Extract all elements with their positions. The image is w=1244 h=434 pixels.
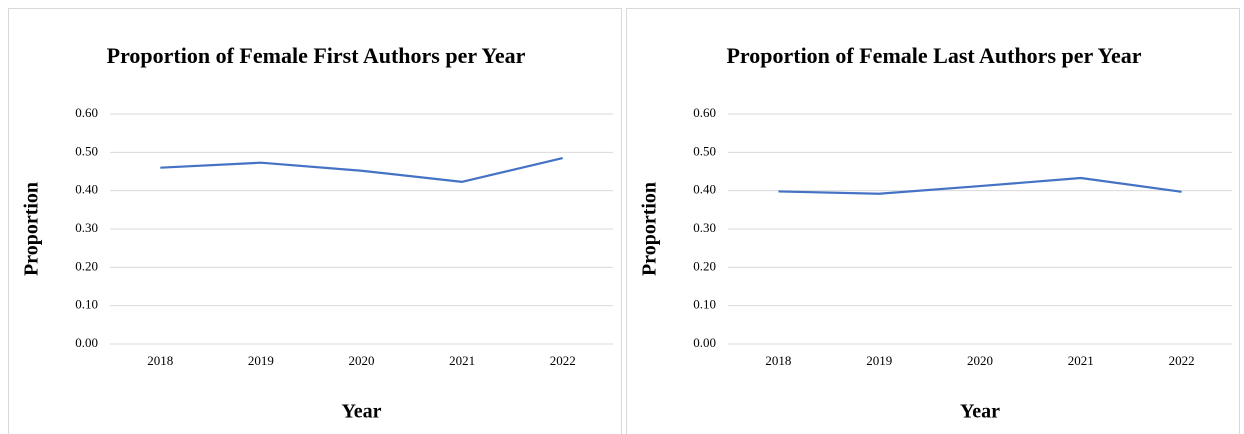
y-tick-label: 0.00 bbox=[75, 335, 98, 350]
x-tick-label: 2020 bbox=[967, 353, 993, 368]
x-tick-label: 2019 bbox=[248, 353, 274, 368]
y-tick-label: 0.20 bbox=[75, 258, 98, 273]
y-tick-label: 0.40 bbox=[693, 182, 716, 197]
y-tick-label: 0.20 bbox=[693, 258, 716, 273]
chart-title: Proportion of Female First Authors per Y… bbox=[107, 43, 526, 68]
line bbox=[160, 157, 563, 183]
y-tick-label: 0.50 bbox=[75, 143, 98, 158]
y-axis-label: Proportion bbox=[639, 182, 661, 276]
chart-title: Proportion of Female Last Authors per Ye… bbox=[726, 43, 1141, 68]
y-axis-label: Proportion bbox=[21, 182, 43, 276]
y-tick-label: 0.30 bbox=[693, 220, 716, 235]
x-tick-label: 2021 bbox=[449, 353, 475, 368]
y-tick-label: 0.60 bbox=[693, 105, 716, 120]
x-axis-label: Year bbox=[342, 401, 382, 423]
y-tick-label: 0.50 bbox=[693, 143, 716, 158]
x-tick-label: 2021 bbox=[1068, 353, 1094, 368]
y-tick-label: 0.30 bbox=[75, 220, 98, 235]
y-tick-label: 0.10 bbox=[693, 297, 716, 312]
x-tick-label: 2018 bbox=[765, 353, 791, 368]
y-tick-label: 0.60 bbox=[75, 105, 98, 120]
line bbox=[778, 176, 1182, 195]
panel bbox=[626, 8, 1240, 434]
panel bbox=[8, 8, 622, 434]
x-tick-label: 2020 bbox=[349, 353, 375, 368]
y-tick-label: 0.40 bbox=[75, 182, 98, 197]
y-tick-label: 0.00 bbox=[693, 335, 716, 350]
x-tick-label: 2022 bbox=[550, 353, 576, 368]
x-axis-label: Year bbox=[960, 401, 1000, 423]
x-tick-label: 2022 bbox=[1169, 353, 1195, 368]
y-tick-label: 0.10 bbox=[75, 297, 98, 312]
x-tick-label: 2018 bbox=[147, 353, 173, 368]
x-tick-label: 2019 bbox=[866, 353, 892, 368]
